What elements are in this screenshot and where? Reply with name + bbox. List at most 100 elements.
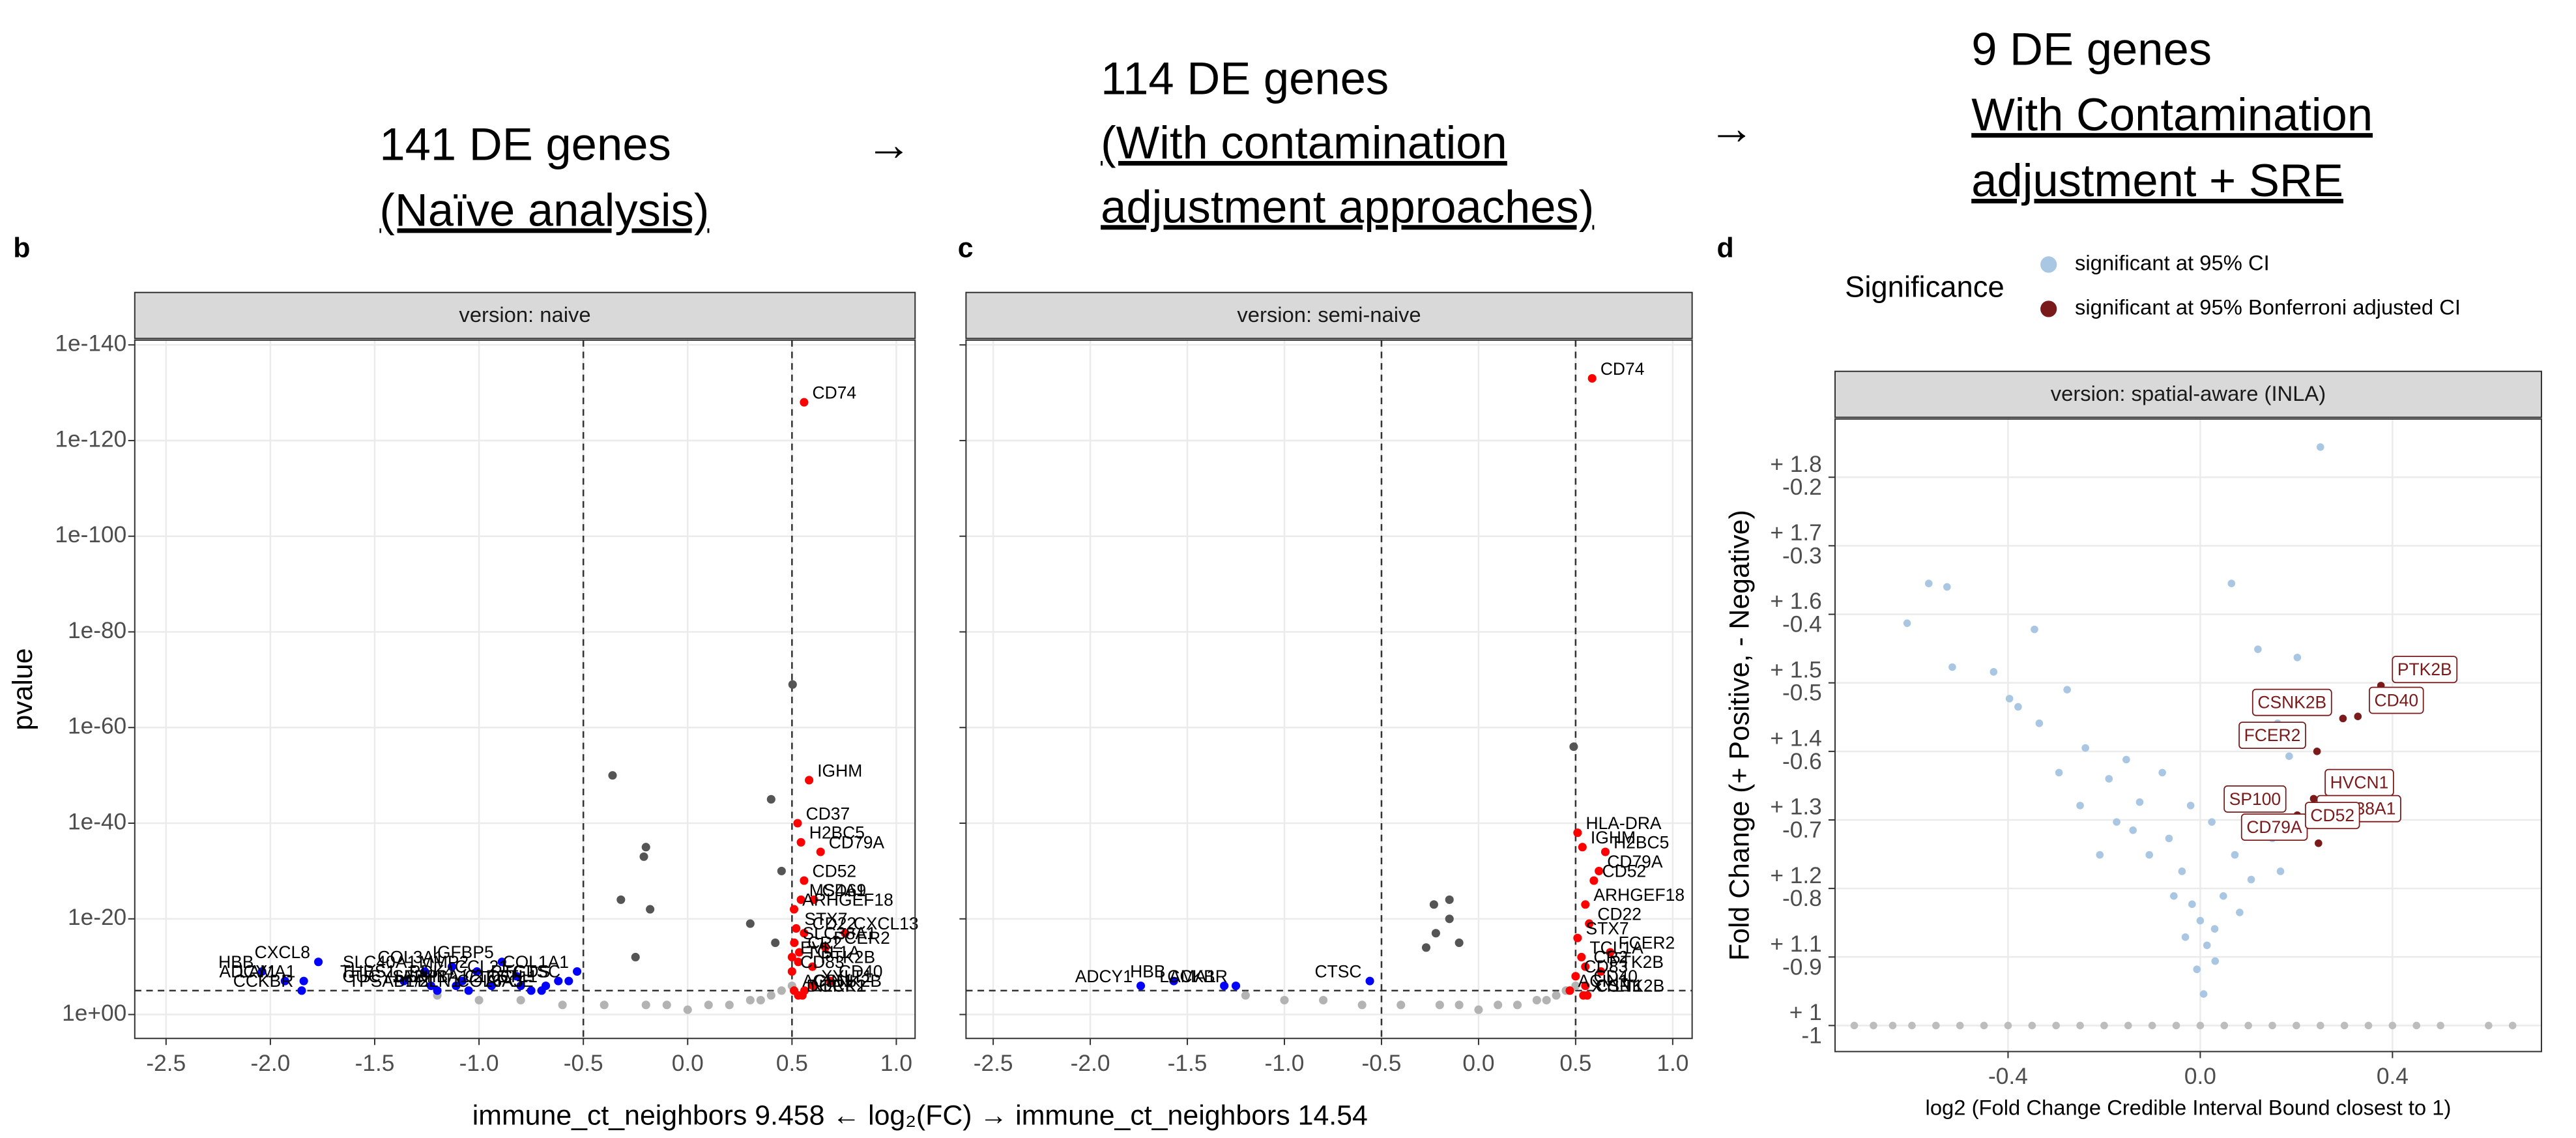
- data-point: [558, 1000, 567, 1010]
- legend-title: Significance: [1845, 270, 2004, 304]
- data-point: [1552, 991, 1561, 1000]
- x-tick-label: -2.0: [1071, 1051, 1110, 1076]
- point-label: CD69: [822, 881, 867, 900]
- x-tick-label: -1.5: [355, 1051, 395, 1076]
- data-point: [1948, 663, 1956, 671]
- data-point: [1581, 981, 1590, 991]
- arrow: →: [1709, 102, 1755, 153]
- data-point: [841, 929, 850, 938]
- legend-swatch: [2040, 300, 2057, 317]
- data-point: [641, 843, 650, 852]
- data-point: [2129, 826, 2137, 834]
- data-point: [1365, 976, 1374, 985]
- point-label: ACIN1: [1578, 971, 1629, 991]
- point-label: TCL1A: [807, 942, 861, 962]
- point-label: CSNK2B: [1595, 976, 1664, 996]
- x-tick-label: -0.4: [1988, 1064, 2028, 1089]
- point-label: XYLT1: [1591, 976, 1643, 996]
- facet-label: version: semi-naive: [1237, 302, 1421, 327]
- legend-swatch: [2040, 256, 2057, 273]
- label-box: [2251, 688, 2332, 716]
- point-label: CCKBR: [233, 971, 294, 991]
- point-label: APOE: [485, 971, 534, 991]
- data-point: [1231, 981, 1241, 991]
- x-tick-label: -2.5: [974, 1051, 1013, 1076]
- point-label: PTK2B: [2397, 660, 2452, 679]
- data-point: [790, 938, 799, 948]
- facet-strip: [134, 291, 916, 340]
- point-label: HBB: [218, 952, 253, 972]
- data-point: [2293, 653, 2302, 662]
- data-point: [2052, 1021, 2060, 1030]
- x-tick-label: 0.5: [1559, 1051, 1591, 1076]
- data-point: [2210, 925, 2219, 933]
- data-point: [2165, 834, 2173, 843]
- point-label: HBA1/2: [424, 967, 484, 986]
- data-point: [1445, 895, 1454, 904]
- data-point: [2388, 1021, 2397, 1030]
- y-tick-label: -0.5: [1782, 680, 1822, 706]
- data-point: [1494, 1000, 1503, 1010]
- data-point: [516, 981, 525, 991]
- data-point: [464, 986, 473, 995]
- point-label: CD22: [813, 914, 857, 933]
- point-label: CXCL8: [255, 942, 310, 962]
- point-label: NLRP1: [811, 976, 866, 996]
- data-point: [2247, 875, 2255, 884]
- y-tick-label: 1e-80: [68, 618, 126, 643]
- y-axis-label: Fold Change (+ Positive, - Negative): [1724, 510, 1756, 961]
- y-axis-label: pvalue: [7, 648, 38, 730]
- data-point: [2076, 802, 2084, 810]
- header-subtitle: With Contamination: [1971, 89, 2373, 140]
- point-label: FCER2: [1619, 933, 1675, 953]
- point-label: CD40: [1593, 967, 1638, 986]
- legend-label: significant at 95% CI: [2075, 251, 2270, 275]
- data-point: [600, 1000, 609, 1010]
- data-point: [472, 967, 482, 976]
- x-axis-label: log2 (Fold Change Credible Interval Boun…: [1926, 1095, 2452, 1119]
- data-point: [452, 981, 461, 991]
- header-subtitle: (Naïve analysis): [379, 184, 709, 235]
- data-point: [1454, 1000, 1464, 1010]
- point-label: CD52: [2310, 806, 2354, 825]
- point-label: ARHGEF18: [802, 890, 893, 909]
- y-tick-label: 1e-40: [68, 809, 126, 834]
- point-label: CSNK2B: [813, 971, 882, 991]
- data-point: [299, 976, 308, 985]
- data-point: [796, 838, 805, 847]
- data-point: [2339, 714, 2347, 723]
- data-point: [808, 962, 817, 971]
- data-point: [1600, 847, 1610, 856]
- data-point: [800, 876, 809, 885]
- data-point: [766, 795, 775, 804]
- y-tick-label: -0.8: [1782, 886, 1822, 911]
- point-label: CCL21: [455, 957, 508, 976]
- point-label: HLA-DRA: [1585, 813, 1661, 833]
- data-point: [2170, 892, 2178, 900]
- data-point: [1990, 668, 1998, 676]
- point-label: C1QC: [465, 967, 513, 986]
- data-point: [641, 1000, 650, 1010]
- data-point: [2203, 941, 2211, 950]
- data-point: [1850, 1021, 1859, 1030]
- panel-label: c: [958, 232, 974, 263]
- y-tick-label: + 1.7: [1770, 520, 1821, 546]
- x-tick-label: 1.0: [880, 1051, 912, 1076]
- data-point: [447, 962, 457, 971]
- data-point: [1435, 1000, 1444, 1010]
- y-tick-label: -1: [1801, 1023, 1821, 1048]
- data-point: [2208, 818, 2216, 826]
- data-point: [704, 1000, 713, 1010]
- data-point: [2508, 1021, 2517, 1030]
- point-label: CD40: [839, 962, 883, 982]
- data-point: [564, 976, 573, 985]
- data-point: [2485, 1021, 2493, 1030]
- data-point: [1429, 900, 1438, 909]
- point-label: FCER2: [833, 928, 890, 948]
- data-point: [1431, 929, 1440, 938]
- data-point: [2199, 990, 2208, 998]
- data-point: [793, 819, 802, 828]
- data-point: [2285, 752, 2293, 760]
- data-point: [2081, 744, 2089, 752]
- data-point: [1136, 981, 1146, 991]
